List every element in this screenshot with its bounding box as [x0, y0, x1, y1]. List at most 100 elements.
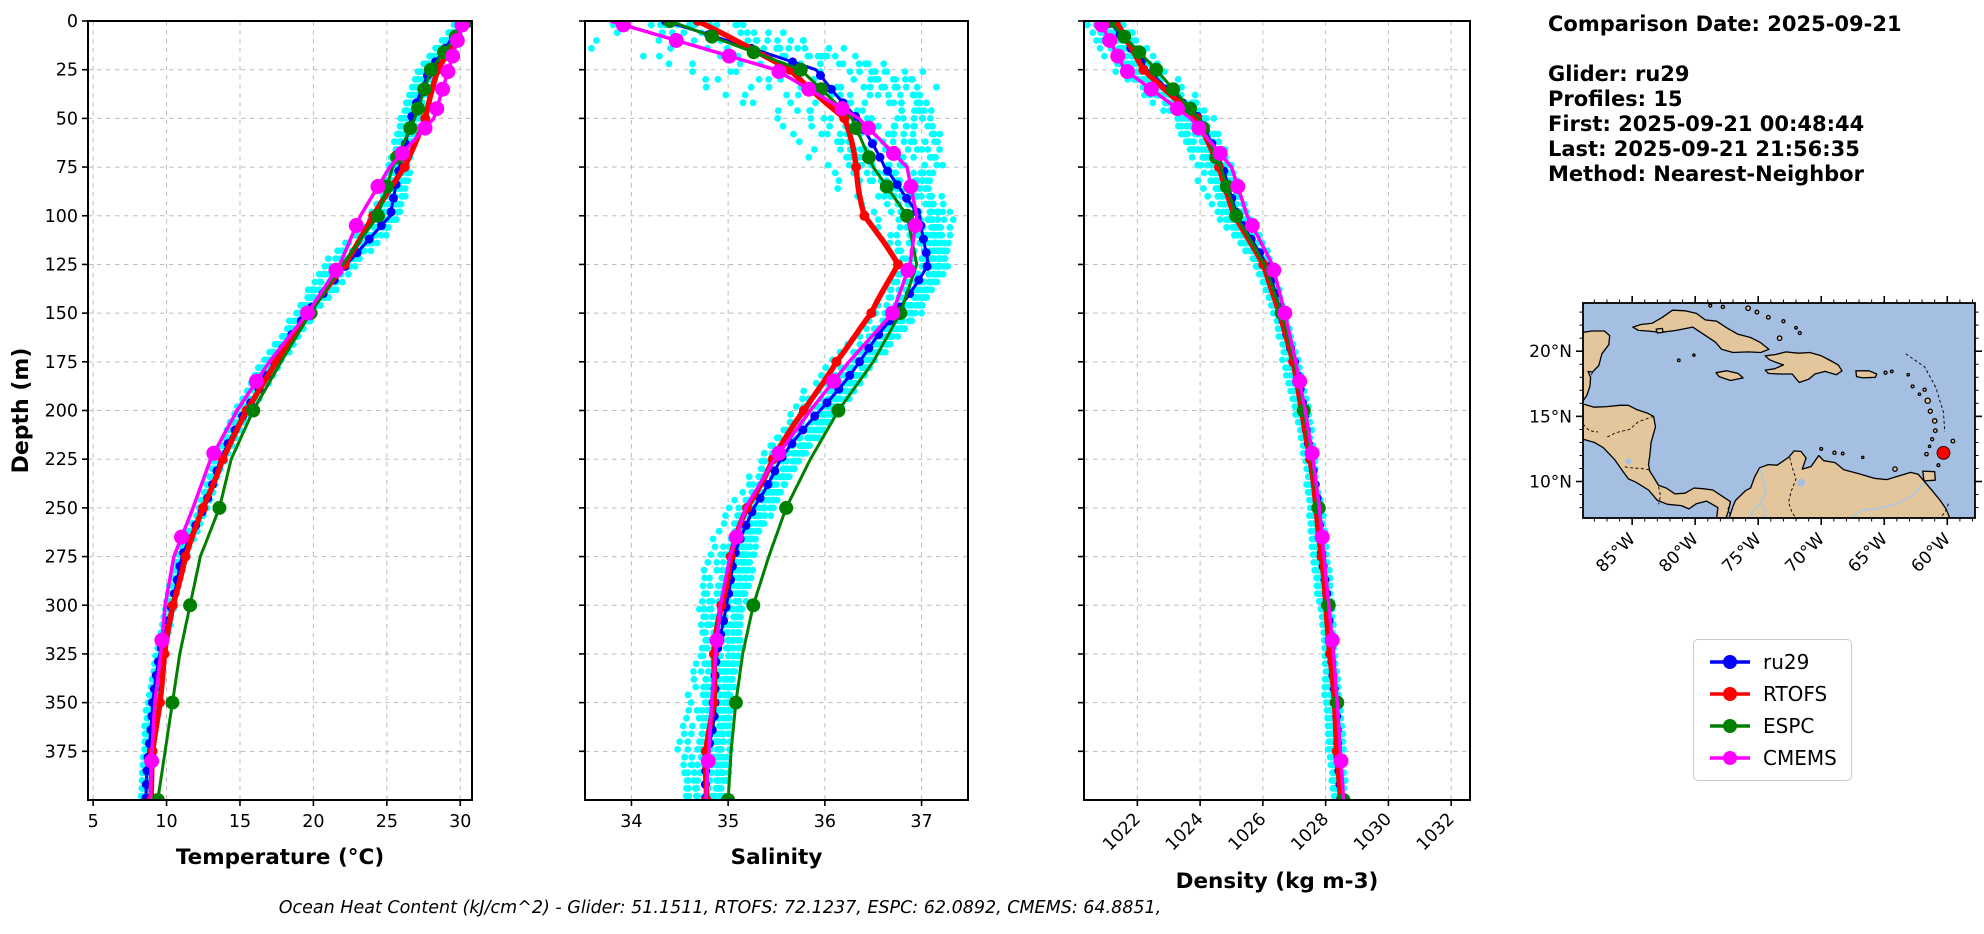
- land-polygon: [1655, 327, 1664, 334]
- legend-item-RTOFS: RTOFS: [1708, 682, 1837, 706]
- y-tick-label: 225: [45, 450, 78, 470]
- island: [1745, 305, 1751, 312]
- axis-ticks: 34 35 36 37: [579, 20, 933, 832]
- river: [1759, 468, 1767, 518]
- river: [1751, 501, 1762, 518]
- y-tick-label: 325: [45, 645, 78, 665]
- land-polygon: [1715, 370, 1744, 382]
- plot-area: [137, 21, 472, 800]
- border-line: [1727, 501, 1731, 516]
- map-lat-tick-label: 15°N: [1529, 407, 1572, 427]
- y-tick-label: 275: [45, 548, 78, 568]
- legend-marker-icon: [1710, 719, 1750, 733]
- legend-marker-icon: [1710, 687, 1750, 701]
- border-line: [1586, 371, 1593, 396]
- legend-label: RTOFS: [1763, 682, 1828, 706]
- island: [1676, 358, 1681, 363]
- y-axis-label: Depth (m): [9, 348, 34, 474]
- axis-ticks: 1022 1024 1026 1028 1030 1032: [1078, 20, 1459, 855]
- ocean-heat-content-text: Ocean Heat Content (kJ/cm^2) - Glider: 5…: [278, 898, 1162, 918]
- y-tick-label: 300: [45, 596, 78, 616]
- x-axis-label: Density (kg m-3): [1176, 869, 1379, 894]
- y-tick-label: 375: [45, 742, 78, 762]
- x-tick-label: 5: [88, 812, 99, 832]
- legend-item-ru29: ru29: [1708, 650, 1837, 674]
- island: [1781, 319, 1786, 324]
- island: [1910, 384, 1915, 389]
- grid: [585, 21, 968, 800]
- glider-position-dot: [1936, 445, 1951, 460]
- x-tick-label: 1030: [1350, 809, 1396, 855]
- density-profile-chart: 1022 1024 1026 1028 1030 1032 Density (kg m-3): [1078, 20, 1471, 894]
- legend-label: ru29: [1763, 650, 1810, 674]
- y-tick-label: 25: [56, 61, 78, 81]
- y-tick-label: 150: [45, 304, 78, 324]
- comparison-date-text: Comparison Date: 2025-09-21: [1548, 12, 1902, 36]
- legend-label: ESPC: [1763, 714, 1815, 738]
- series-CMEMS: [1094, 21, 1349, 800]
- x-tick-label: 1032: [1413, 809, 1459, 855]
- map-lat-tick-label: 10°N: [1529, 473, 1572, 493]
- map-frame: [1582, 302, 1976, 519]
- island: [1924, 451, 1929, 457]
- lake: [1797, 478, 1806, 487]
- method-text: Method: Nearest-Neighbor: [1548, 162, 1864, 186]
- x-tick-label: 1028: [1288, 809, 1334, 855]
- x-tick-label: 34: [620, 812, 642, 832]
- island: [1832, 450, 1837, 456]
- island: [1819, 446, 1824, 451]
- x-tick-label: 15: [229, 812, 251, 832]
- island: [1765, 314, 1771, 320]
- island: [1929, 437, 1935, 442]
- profile-charts: 5 10 15 20 25 3002550751001251501752002252502…: [9, 12, 1471, 894]
- map-lon-tick-label: 60°W: [1907, 529, 1954, 576]
- x-tick-label: 1024: [1162, 809, 1208, 855]
- x-axis-label: Salinity: [731, 845, 823, 870]
- island: [1927, 408, 1933, 414]
- y-tick-label: 350: [45, 694, 78, 714]
- grid: [1084, 21, 1470, 800]
- profiles-count-text: Profiles: 15: [1548, 87, 1683, 111]
- y-tick-label: 200: [45, 402, 78, 422]
- comparison-info-panel: Comparison Date: 2025-09-21 Glider: ru29…: [1548, 12, 1902, 187]
- legend-item-ESPC: ESPC: [1708, 714, 1837, 738]
- map-lon-tick-label: 70°W: [1781, 529, 1828, 576]
- island: [1776, 335, 1783, 342]
- x-tick-label: 1026: [1225, 809, 1271, 855]
- island: [1924, 397, 1931, 404]
- location-map: 85°W 80°W 75°W 70°W 65°W 60°W 20°N 15°N 10°N: [1529, 296, 1982, 577]
- lake: [1625, 458, 1632, 465]
- y-tick-label: 100: [45, 207, 78, 227]
- island: [1840, 451, 1845, 456]
- x-tick-label: 20: [302, 812, 324, 832]
- y-tick-label: 0: [67, 12, 78, 32]
- island: [1932, 428, 1938, 434]
- land-polygon: [1922, 470, 1936, 482]
- y-tick-label: 50: [56, 109, 78, 129]
- border-line: [1606, 415, 1654, 438]
- temperature-profile-chart: 5 10 15 20 25 3002550751001251501752002252502…: [9, 12, 473, 870]
- island: [1720, 304, 1726, 310]
- x-tick-label: 1022: [1099, 809, 1145, 855]
- island: [1936, 463, 1941, 468]
- island: [1931, 418, 1938, 424]
- island: [1906, 372, 1911, 377]
- series-CMEMS: [144, 21, 470, 800]
- x-tick-label: 35: [717, 812, 739, 832]
- island: [1861, 455, 1865, 460]
- series-CMEMS: [609, 21, 923, 800]
- map-lon-tick-label: 85°W: [1592, 529, 1639, 576]
- island: [1950, 438, 1956, 444]
- island: [1917, 392, 1922, 397]
- island: [1754, 309, 1760, 315]
- axis-ticks: 5 10 15 20 25 3002550751001251501752002252502…: [45, 12, 472, 832]
- series-ESPC: [663, 21, 919, 800]
- y-tick-label: 125: [45, 255, 78, 275]
- map-lon-tick-label: 65°W: [1844, 529, 1891, 576]
- island: [1797, 330, 1802, 336]
- land-polygon: [1632, 309, 1770, 354]
- x-tick-label: 30: [449, 812, 471, 832]
- x-tick-label: 36: [814, 812, 836, 832]
- legend-item-CMEMS: CMEMS: [1708, 746, 1837, 770]
